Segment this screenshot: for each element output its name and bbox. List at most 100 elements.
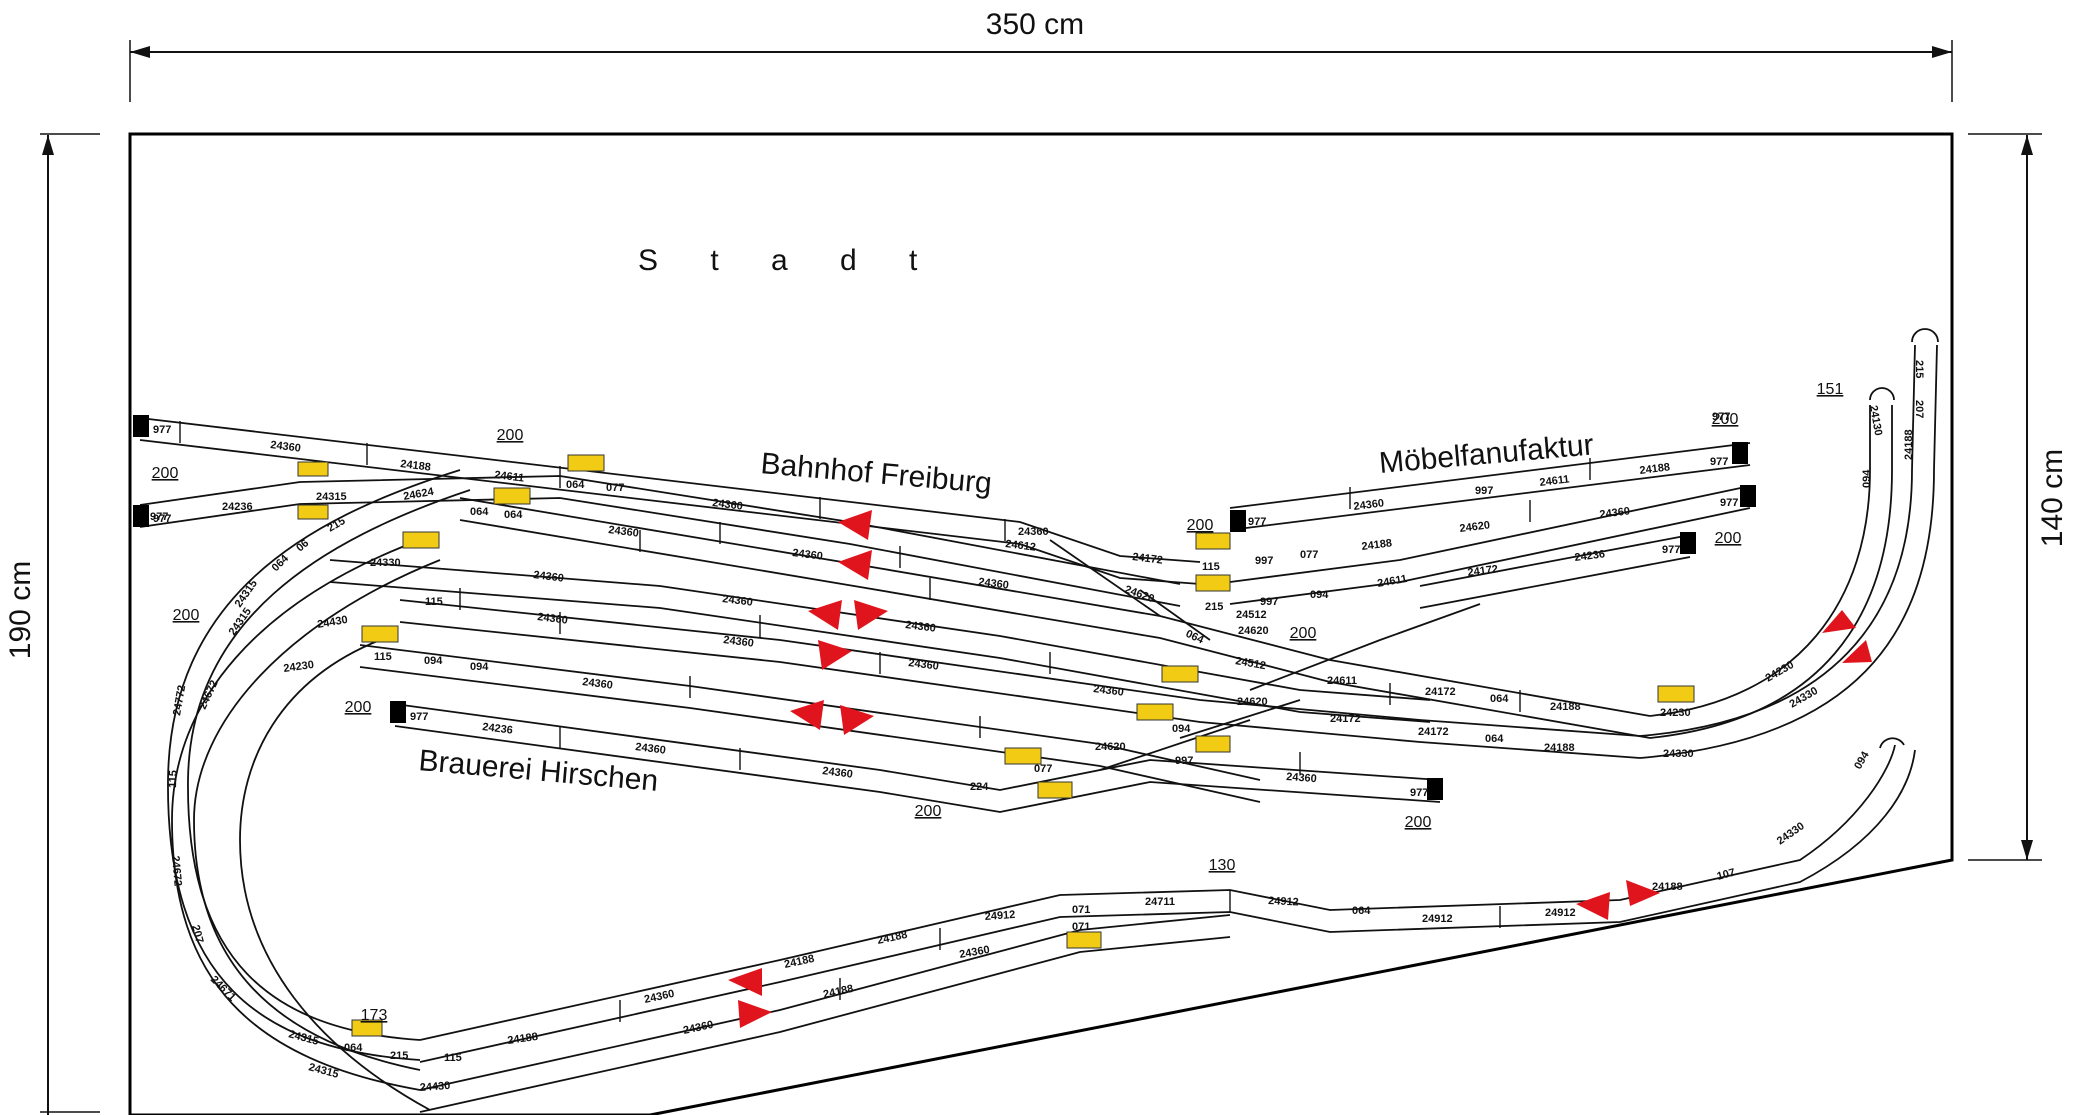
track-label: 24360 (723, 634, 755, 650)
track-label: 215 (1913, 360, 1925, 378)
track-label: 24230 (283, 659, 315, 675)
track-label: 094 (470, 661, 489, 673)
track-label: 24315 (287, 1028, 320, 1048)
track-label: 24611 (1327, 675, 1357, 687)
track-label: 997 (1255, 555, 1273, 567)
track-label: 24512 (1234, 655, 1266, 672)
track-label: 24620 (1238, 625, 1269, 637)
width-label: 350 cm (986, 8, 1084, 41)
dimension-height-left: 190 cm (4, 133, 100, 1115)
track-label: 24172 (1330, 713, 1361, 725)
track-label: 24620 (1237, 696, 1268, 708)
track-label: 24188 (1361, 537, 1393, 553)
track-label: 24360 (1286, 771, 1317, 785)
elevation-markers: 200 200 200 200 200 200 200 200 200 200 … (152, 381, 1844, 1024)
track-label: 24188 (1550, 701, 1581, 713)
track-label: 207 (1913, 400, 1925, 418)
track-label: 24188 (400, 458, 432, 474)
track-label: 24360 (643, 988, 675, 1006)
elevation-marker: 200 (1187, 517, 1214, 534)
track-label: 077 (1300, 549, 1318, 561)
direction-arrows (728, 510, 1872, 1028)
track-label: 24130 (1867, 404, 1884, 436)
elevation-marker: 200 (173, 607, 200, 624)
track-label: 064 (1352, 905, 1371, 917)
track-label: 24360 (958, 944, 990, 961)
track-label: 24912 (1545, 907, 1576, 919)
track-label: 24360 (978, 576, 1010, 592)
track-label: 24330 (1663, 748, 1694, 760)
track-label: 094 (424, 655, 443, 667)
track-label: 24236 (1574, 548, 1606, 564)
track-part-labels: 24360 24188 24611 064 077 24360 24612 24… (150, 360, 1925, 1094)
track-label: 24172 (1467, 563, 1499, 579)
track-label: 24360 (608, 524, 640, 540)
track-label: 064 (1485, 733, 1504, 745)
track-label: 24611 (1376, 573, 1408, 590)
elevation-marker: 173 (361, 1007, 388, 1024)
track-label: 24188 (876, 929, 908, 947)
track-label: 115 (167, 770, 180, 788)
right-curves (1639, 328, 1939, 759)
track-label: 064 (470, 506, 489, 518)
track-label: 24360 (635, 741, 667, 757)
brewery-label: Brauerei Hirschen (417, 744, 659, 798)
signals (297, 454, 1695, 1037)
track-label: 24360 (1353, 497, 1385, 513)
elevation-marker: 200 (345, 699, 372, 716)
track-label: 064 (1490, 693, 1509, 705)
lower-tracks (419, 744, 1916, 1113)
loop-tracks (167, 469, 471, 1111)
height-left-label: 190 cm (4, 561, 37, 659)
track-label: 24188 (822, 983, 854, 1001)
city-label: S t a d t (638, 244, 939, 277)
track-label: 24315 (227, 606, 254, 638)
track-label: 24330 (1775, 820, 1807, 847)
track-label: 977 (1248, 516, 1266, 528)
track-label: 094 (1852, 749, 1872, 772)
track-label: 115 (374, 651, 392, 663)
track-label: 064 (1184, 628, 1207, 647)
track-label: 115 (1202, 561, 1220, 573)
track-label: 064 (504, 509, 523, 521)
track-label: 24620 (1095, 741, 1126, 753)
elevation-marker: 200 (497, 427, 524, 444)
track-label: 24912 (1268, 895, 1299, 909)
track-label: 997 (1175, 755, 1193, 767)
dimension-width: 350 cm (129, 8, 1953, 102)
track-label: 24512 (1236, 609, 1267, 621)
track-label: 071 (1072, 921, 1090, 933)
station-label: Bahnhof Freiburg (759, 447, 993, 500)
track-label: 24315 (307, 1061, 340, 1081)
track-label: 24360 (908, 657, 940, 673)
track-label: 24360 (1599, 505, 1631, 521)
track-label: 215 (326, 515, 348, 535)
track-label: 24672 (169, 855, 184, 887)
track-label: 064 (344, 1042, 363, 1054)
track-label: 115 (425, 596, 443, 608)
track-label: 977 (153, 424, 171, 436)
track-label: 24671 (208, 974, 238, 1004)
track-label: 24360 (682, 1019, 714, 1037)
track-label: 071 (1072, 904, 1090, 916)
elevation-marker: 151 (1817, 381, 1844, 398)
track-label: 977 (150, 511, 168, 523)
track-label: 064 (270, 552, 292, 574)
track-label: 06 (294, 537, 311, 554)
track-label: 24172 (1425, 686, 1456, 698)
track-label: 077 (1034, 763, 1052, 775)
track-label: 24236 (482, 721, 514, 737)
track-label: 207 (189, 924, 205, 945)
track-label: 24172 (1132, 551, 1164, 567)
track-label: 24672 (197, 678, 221, 711)
track-label: 24188 (1544, 742, 1575, 754)
track-label: 24360 (270, 439, 302, 455)
factory-label: Möbelfanufaktur (1378, 428, 1595, 480)
track-label: 115 (444, 1052, 462, 1064)
track-label: 24230 (1660, 707, 1691, 719)
track-label: 107 (1716, 867, 1737, 883)
track-label: 077 (606, 482, 624, 494)
track-label: 977 (410, 711, 428, 723)
track-label: 24360 (905, 619, 937, 635)
